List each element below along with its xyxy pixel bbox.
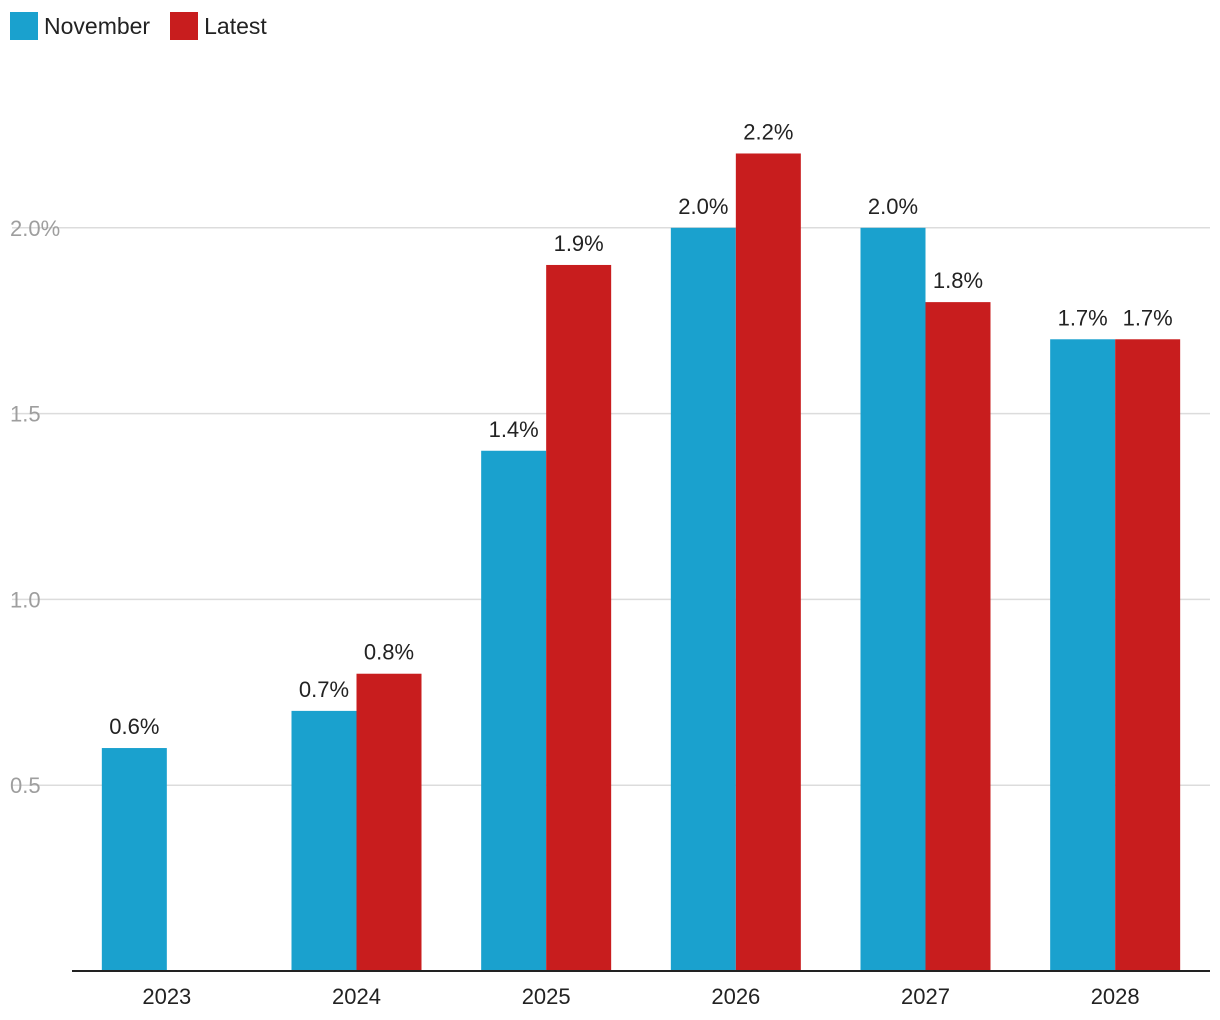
legend-item-november: November [10,12,150,40]
legend-swatch-latest [170,12,199,40]
bar-november-2023 [101,748,167,971]
data-label-november-2025: 1.4% [489,417,539,442]
legend: November Latest [10,12,287,40]
bar-latest-2027 [925,302,991,971]
data-label-latest-2026: 2.2% [743,119,793,144]
y-tick-label: 2.0% [10,216,60,241]
data-label-latest-2025: 1.9% [554,231,604,256]
x-tick-label: 2026 [711,984,760,1009]
data-label-november-2026: 2.0% [678,194,728,219]
bar-november-2028 [1050,339,1116,971]
data-label-latest-2027: 1.8% [933,268,983,293]
data-label-november-2024: 0.7% [299,677,349,702]
y-tick-label: 0.5 [10,773,41,798]
bar-november-2027 [860,227,926,972]
data-label-latest-2028: 1.7% [1123,305,1173,330]
x-tick-label: 2024 [332,984,381,1009]
bar-november-2024 [291,710,357,971]
bar-latest-2026 [735,153,801,972]
data-label-november-2027: 2.0% [868,194,918,219]
x-tick-label: 2025 [522,984,571,1009]
data-label-november-2028: 1.7% [1058,305,1108,330]
bar-november-2025 [481,450,547,971]
x-tick-label: 2023 [142,984,191,1009]
x-tick-label: 2028 [1091,984,1140,1009]
bar-november-2026 [670,227,736,972]
y-tick-label: 1.0 [10,587,41,612]
legend-label-november: November [44,12,151,39]
data-label-latest-2024: 0.8% [364,640,414,665]
legend-item-latest: Latest [170,12,267,40]
x-tick-label: 2027 [901,984,950,1009]
y-tick-label: 1.5 [10,402,41,427]
legend-swatch-november [10,12,38,40]
bar-latest-2024 [356,673,422,971]
bar-latest-2025 [546,264,612,972]
bar-latest-2028 [1115,339,1181,971]
data-label-november-2023: 0.6% [109,714,159,739]
legend-label-latest: Latest [204,12,267,39]
